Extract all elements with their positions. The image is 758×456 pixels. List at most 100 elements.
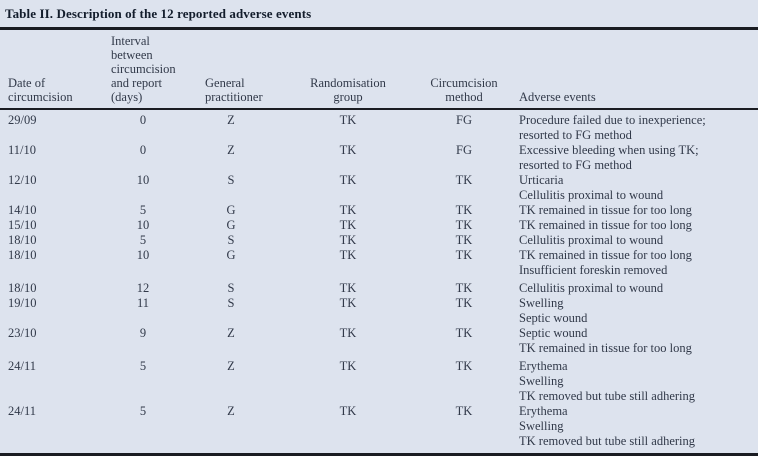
interval-cell: 5	[139, 233, 147, 247]
adverse-event-line: TK removed but tube still adhering	[519, 434, 696, 448]
interval-cell: 10	[136, 173, 150, 187]
date-cell: 15/10	[8, 218, 37, 232]
table-body: 29/09 0 Z TK FG Procedure failed due to …	[0, 109, 758, 449]
adverse-event-line: TK remained in tissue for too long	[519, 248, 692, 262]
table-row: 15/10 10 G TK TK TK remained in tissue f…	[0, 218, 758, 233]
adverse-event-line: Septic wound	[519, 311, 588, 325]
adverse-event-line: TK remained in tissue for too long	[519, 341, 692, 355]
randomisation-group-cell: TK	[339, 359, 357, 373]
interval-cell: 10	[136, 218, 150, 232]
gp-cell: S	[227, 296, 235, 310]
circumcision-method-cell: FG	[456, 143, 472, 157]
adverse-events-cell: TK remained in tissue for too long	[504, 218, 758, 233]
date-cell: 18/10	[8, 281, 37, 295]
interval-cell: 0	[139, 143, 147, 157]
date-cell: 29/09	[8, 113, 37, 127]
randomisation-group-cell: TK	[339, 218, 357, 232]
gp-cell: S	[227, 233, 235, 247]
interval-cell: 5	[139, 404, 147, 418]
interval-cell: 10	[136, 248, 150, 262]
circumcision-method-cell: TK	[455, 281, 473, 295]
table-row: 11/10 0 Z TK FG Excessive bleeding when …	[0, 143, 758, 173]
gp-cell: Z	[227, 143, 235, 157]
randomisation-group-cell: TK	[339, 233, 357, 247]
gp-cell: G	[226, 203, 236, 217]
gp-cell: Z	[227, 404, 235, 418]
adverse-events-cell: Cellulitis proximal to wound	[504, 233, 758, 248]
circumcision-method-cell: TK	[455, 359, 473, 373]
table-row: 18/10 12 S TK TK Cellulitis proximal to …	[0, 278, 758, 296]
table-row: 24/11 5 Z TK TK Erythema Swelling TK rem…	[0, 356, 758, 404]
interval-cell: 5	[139, 203, 147, 217]
adverse-event-line: TK removed but tube still adhering	[519, 389, 696, 403]
interval-cell: 11	[136, 296, 150, 310]
randomisation-group-cell: TK	[339, 203, 357, 217]
randomisation-group-cell: TK	[339, 404, 357, 418]
adverse-events-table: Date of circumcision Interval between ci…	[0, 30, 758, 449]
randomisation-group-cell: TK	[339, 296, 357, 310]
circumcision-method-cell: TK	[455, 296, 473, 310]
adverse-event-line: Insufficient foreskin removed	[519, 263, 668, 277]
gp-cell: S	[227, 173, 235, 187]
date-cell: 18/10	[8, 233, 37, 247]
adverse-event-line: resorted to FG method	[519, 128, 632, 142]
adverse-events-cell: Septic wound TK remained in tissue for t…	[504, 326, 758, 356]
randomisation-group-cell: TK	[339, 143, 357, 157]
circumcision-method-cell: TK	[455, 233, 473, 247]
adverse-events-cell: TK remained in tissue for too long	[504, 203, 758, 218]
adverse-event-line: Erythema	[519, 359, 568, 373]
table-header: Date of circumcision Interval between ci…	[0, 30, 758, 110]
adverse-events-cell: TK remained in tissue for too long Insuf…	[504, 248, 758, 278]
column-header-adverse-events: Adverse events	[504, 30, 758, 110]
date-cell: 19/10	[8, 296, 37, 310]
table-row: 18/10 5 S TK TK Cellulitis proximal to w…	[0, 233, 758, 248]
table-row: 23/10 9 Z TK TK Septic wound TK remained…	[0, 326, 758, 356]
gp-cell: Z	[227, 113, 235, 127]
adverse-event-line: resorted to FG method	[519, 158, 632, 172]
adverse-event-line: Erythema	[519, 404, 568, 418]
gp-cell: Z	[227, 326, 235, 340]
randomisation-group-cell: TK	[339, 113, 357, 127]
adverse-event-line: Procedure failed due to inexperience;	[519, 113, 706, 127]
adverse-event-line: TK remained in tissue for too long	[519, 203, 692, 217]
date-cell: 14/10	[8, 203, 37, 217]
date-cell: 24/11	[8, 359, 37, 373]
date-cell: 12/10	[8, 173, 37, 187]
adverse-events-cell: Excessive bleeding when using TK; resort…	[504, 143, 758, 173]
date-cell: 24/11	[8, 404, 37, 418]
column-header-randomisation-group: Randomisation group	[272, 30, 424, 110]
table-title: Table II. Description of the 12 reported…	[0, 0, 758, 30]
circumcision-method-cell: TK	[455, 404, 473, 418]
adverse-event-line: TK remained in tissue for too long	[519, 218, 692, 232]
column-header-general-practitioner: General practitioner	[190, 30, 272, 110]
adverse-event-line: Septic wound	[519, 326, 588, 340]
table-bottom-rule	[0, 453, 758, 456]
table-row: 19/10 11 S TK TK Swelling Septic wound	[0, 296, 758, 326]
table-row: 14/10 5 G TK TK TK remained in tissue fo…	[0, 203, 758, 218]
circumcision-method-cell: TK	[455, 173, 473, 187]
adverse-events-cell: Erythema Swelling TK removed but tube st…	[504, 404, 758, 449]
adverse-events-cell: Urticaria Cellulitis proximal to wound	[504, 173, 758, 203]
gp-cell: G	[226, 218, 236, 232]
adverse-event-line: Urticaria	[519, 173, 564, 187]
column-header-interval: Interval between circumcision and report…	[96, 30, 190, 110]
adverse-event-line: Swelling	[519, 296, 564, 310]
adverse-events-cell: Cellulitis proximal to wound	[504, 278, 758, 296]
adverse-event-line: Swelling	[519, 374, 564, 388]
table-row: 29/09 0 Z TK FG Procedure failed due to …	[0, 109, 758, 143]
gp-cell: S	[227, 281, 235, 295]
randomisation-group-cell: TK	[339, 248, 357, 262]
date-cell: 18/10	[8, 248, 37, 262]
adverse-event-line: Excessive bleeding when using TK;	[519, 143, 699, 157]
table-row: 18/10 10 G TK TK TK remained in tissue f…	[0, 248, 758, 278]
table-row: 12/10 10 S TK TK Urticaria Cellulitis pr…	[0, 173, 758, 203]
table-row: 24/11 5 Z TK TK Erythema Swelling TK rem…	[0, 404, 758, 449]
interval-cell: 9	[139, 326, 147, 340]
interval-cell: 12	[136, 281, 150, 295]
gp-cell: G	[226, 248, 236, 262]
circumcision-method-cell: TK	[455, 326, 473, 340]
interval-cell: 0	[139, 113, 147, 127]
interval-cell: 5	[139, 359, 147, 373]
gp-cell: Z	[227, 359, 235, 373]
